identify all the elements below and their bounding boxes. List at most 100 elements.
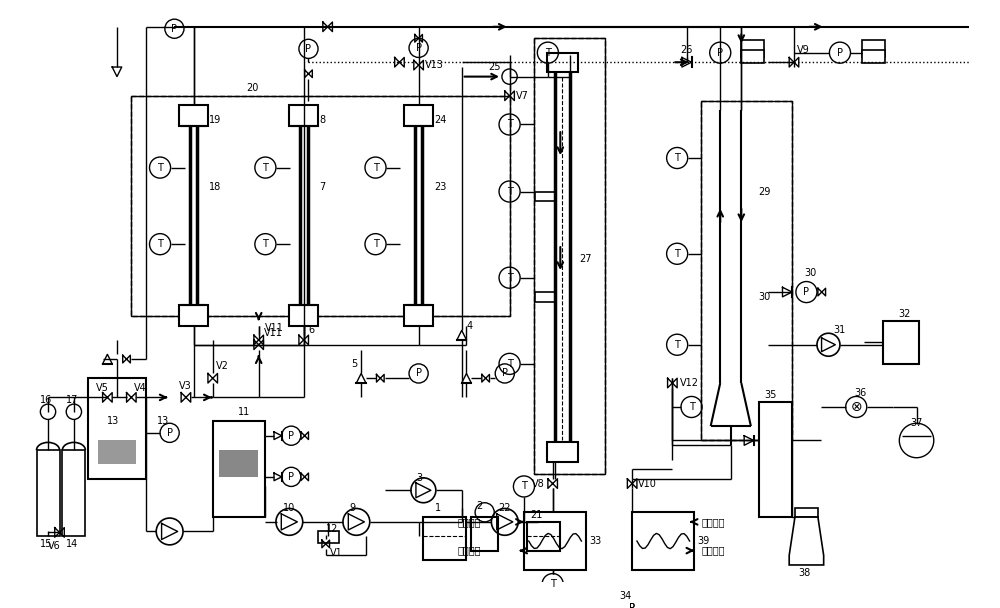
- Text: 26: 26: [680, 45, 692, 55]
- Text: ...: ...: [433, 530, 441, 539]
- Text: 14: 14: [66, 539, 78, 549]
- Text: T: T: [507, 359, 513, 369]
- Text: 冷却水进: 冷却水进: [701, 545, 725, 556]
- Bar: [534, 38, 605, 474]
- Text: P: P: [837, 47, 843, 58]
- Text: 39: 39: [697, 536, 710, 546]
- Bar: [289, 105, 318, 126]
- Text: V7: V7: [516, 91, 529, 101]
- Bar: [535, 192, 555, 201]
- Text: 3: 3: [417, 473, 423, 483]
- Bar: [527, 522, 560, 551]
- Text: T: T: [373, 162, 378, 173]
- Bar: [862, 50, 885, 63]
- Text: 36: 36: [854, 388, 867, 398]
- Text: V3: V3: [179, 381, 192, 391]
- Bar: [534, 38, 605, 474]
- Text: V8: V8: [532, 478, 544, 489]
- Text: P: P: [171, 24, 177, 33]
- Text: T: T: [262, 162, 268, 173]
- Text: 25: 25: [489, 62, 501, 72]
- Text: P: P: [288, 430, 294, 441]
- Text: P: P: [416, 368, 422, 378]
- Bar: [883, 321, 919, 364]
- Bar: [62, 450, 85, 536]
- Text: 19: 19: [209, 115, 221, 125]
- Text: 30: 30: [759, 292, 771, 302]
- Text: 27: 27: [579, 254, 592, 263]
- Text: T: T: [521, 482, 527, 491]
- Bar: [547, 53, 578, 72]
- Text: V5: V5: [96, 383, 109, 393]
- Text: 冷却水进: 冷却水进: [457, 545, 481, 556]
- Text: V11: V11: [265, 323, 284, 333]
- Bar: [471, 517, 498, 551]
- Text: P: P: [502, 368, 508, 378]
- Text: 8: 8: [319, 115, 325, 125]
- Bar: [862, 40, 885, 57]
- Text: 10: 10: [283, 503, 295, 513]
- Text: V12: V12: [680, 378, 699, 388]
- Text: 11: 11: [238, 407, 250, 416]
- Text: V9: V9: [797, 45, 810, 55]
- Text: P: P: [416, 43, 422, 53]
- Text: 38: 38: [799, 568, 811, 578]
- Bar: [131, 95, 510, 316]
- Bar: [219, 450, 258, 477]
- Bar: [318, 531, 339, 543]
- Bar: [741, 40, 764, 57]
- Bar: [404, 105, 433, 126]
- Text: 17: 17: [66, 395, 79, 406]
- Text: P: P: [629, 603, 635, 608]
- Bar: [535, 292, 555, 302]
- Text: T: T: [674, 340, 680, 350]
- Text: T: T: [157, 239, 163, 249]
- Text: T: T: [373, 239, 378, 249]
- Text: 21: 21: [531, 510, 543, 520]
- Text: 1: 1: [435, 503, 441, 513]
- Text: V10: V10: [638, 478, 657, 489]
- Text: T: T: [507, 187, 513, 196]
- Bar: [632, 513, 694, 570]
- Text: 2: 2: [476, 500, 482, 511]
- Text: 34: 34: [620, 590, 632, 601]
- Text: P: P: [717, 47, 723, 58]
- Bar: [701, 100, 792, 440]
- Bar: [404, 305, 433, 325]
- Text: V1: V1: [330, 548, 342, 559]
- Text: 37: 37: [910, 418, 922, 428]
- Text: 5: 5: [352, 359, 358, 369]
- Text: 18: 18: [209, 182, 221, 192]
- Text: 9: 9: [350, 503, 356, 513]
- Text: 22: 22: [498, 503, 511, 513]
- Text: P: P: [167, 428, 173, 438]
- Text: T: T: [674, 153, 680, 163]
- Text: V2: V2: [216, 361, 228, 371]
- Text: P: P: [305, 44, 311, 54]
- Text: 6: 6: [308, 325, 315, 336]
- Text: 12: 12: [326, 523, 338, 534]
- Text: T: T: [545, 47, 551, 58]
- Text: V4: V4: [134, 383, 147, 393]
- Text: 33: 33: [589, 536, 601, 546]
- Text: T: T: [689, 402, 694, 412]
- Text: 29: 29: [759, 187, 771, 196]
- Text: P: P: [629, 603, 635, 608]
- Bar: [213, 421, 265, 517]
- Text: 16: 16: [40, 395, 53, 406]
- Text: T: T: [157, 162, 163, 173]
- Bar: [701, 100, 792, 440]
- Text: 13: 13: [107, 416, 120, 426]
- Bar: [759, 402, 792, 517]
- Text: 24: 24: [434, 115, 446, 125]
- Bar: [524, 513, 586, 570]
- Text: 32: 32: [898, 309, 911, 319]
- Bar: [179, 105, 208, 126]
- Text: 13: 13: [157, 416, 169, 426]
- Text: 4: 4: [466, 320, 473, 331]
- Bar: [423, 517, 466, 560]
- Text: P: P: [803, 287, 809, 297]
- Text: 15: 15: [40, 539, 53, 549]
- Text: T: T: [674, 249, 680, 259]
- Text: T: T: [550, 579, 556, 589]
